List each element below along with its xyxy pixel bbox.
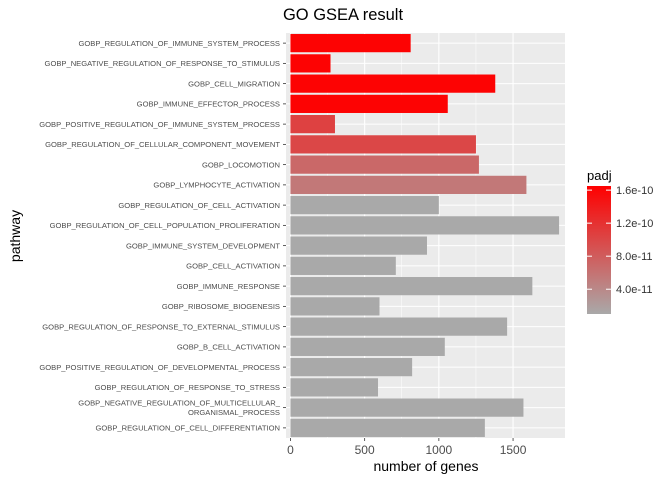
- y-tick-label: GOBP_REGULATION_OF_RESPONSE_TO_STRESS: [95, 383, 280, 392]
- bar: [290, 317, 508, 336]
- x-tick-label: 1000: [426, 443, 453, 457]
- bar: [290, 418, 485, 437]
- legend-tick-label: 1.2e-10: [616, 218, 653, 230]
- bar: [290, 94, 448, 113]
- y-tick-label: GOBP_IMMUNE_SYSTEM_DEVELOPMENT: [126, 241, 280, 250]
- bar: [290, 155, 479, 174]
- x-axis-title: number of genes: [373, 458, 478, 474]
- y-tick-label: GOBP_NEGATIVE_REGULATION_OF_MULTICELLULA…: [78, 399, 280, 418]
- bar: [290, 74, 496, 93]
- bar: [290, 236, 427, 255]
- bar: [290, 175, 527, 194]
- bar: [290, 378, 379, 397]
- bar: [290, 358, 413, 377]
- legend-ticks: 1.6e-10 1.2e-10 8.0e-11 4.0e-11: [587, 185, 653, 296]
- y-tick-labels: GOBP_REGULATION_OF_IMMUNE_SYSTEM_PROCESS…: [39, 39, 286, 433]
- y-tick-label: GOBP_REGULATION_OF_CELL_ACTIVATION: [118, 201, 280, 210]
- x-tick-label: 500: [355, 443, 375, 457]
- bar: [290, 196, 439, 215]
- y-tick-label: GOBP_REGULATION_OF_RESPONSE_TO_EXTERNAL_…: [42, 322, 280, 331]
- bar: [290, 297, 380, 316]
- legend-tick-label: 4.0e-11: [616, 284, 653, 296]
- y-tick-label: GOBP_REGULATION_OF_CELLULAR_COMPONENT_MO…: [45, 140, 280, 149]
- y-tick-label: GOBP_CELL_ACTIVATION: [186, 262, 280, 271]
- legend-tick-label: 8.0e-11: [616, 251, 653, 263]
- y-tick-label: GOBP_IMMUNE_RESPONSE: [177, 282, 280, 291]
- bar: [290, 115, 335, 134]
- legend-title: padj: [587, 168, 612, 183]
- legend: padj 1.6e-10 1.2e-10 8.0e-11 4.0e-11: [587, 168, 653, 314]
- y-tick-label: GOBP_LYMPHOCYTE_ACTIVATION: [153, 181, 280, 190]
- bar: [290, 34, 411, 53]
- y-tick-label: GOBP_B_CELL_ACTIVATION: [177, 343, 280, 352]
- y-tick-label: GOBP_REGULATION_OF_CELL_DIFFERENTIATION: [95, 424, 280, 433]
- bar: [290, 135, 476, 154]
- bar: [290, 54, 331, 73]
- y-tick-label: GOBP_CELL_MIGRATION: [188, 79, 280, 88]
- legend-colorbar: [587, 186, 611, 314]
- y-tick-label: GOBP_RIBOSOME_BIOGENESIS: [162, 302, 280, 311]
- x-tick-label: 0: [287, 443, 294, 457]
- chart-title: GO GSEA result: [283, 6, 404, 24]
- x-tick-labels: 0 500 1000 1500: [287, 438, 527, 457]
- bar: [290, 277, 533, 296]
- y-tick-label: GOBP_REGULATION_OF_IMMUNE_SYSTEM_PROCESS: [78, 39, 280, 48]
- bar: [290, 398, 524, 417]
- bars: [290, 34, 560, 437]
- y-axis-title: pathway: [7, 210, 23, 262]
- y-tick-label: GOBP_IMMUNE_EFFECTOR_PROCESS: [137, 100, 280, 109]
- bar: [290, 256, 396, 275]
- y-tick-label: GOBP_POSITIVE_REGULATION_OF_DEVELOPMENTA…: [39, 363, 280, 372]
- panel-background: [286, 33, 565, 438]
- bar: [290, 216, 560, 235]
- y-tick-label: GOBP_POSITIVE_REGULATION_OF_IMMUNE_SYSTE…: [39, 120, 280, 129]
- y-tick-label: GOBP_REGULATION_OF_CELL_POPULATION_PROLI…: [50, 221, 280, 230]
- y-tick-label: GOBP_LOCOMOTION: [202, 160, 280, 169]
- bar: [290, 337, 445, 356]
- x-tick-label: 1500: [500, 443, 527, 457]
- y-tick-label: GOBP_NEGATIVE_REGULATION_OF_RESPONSE_TO_…: [45, 59, 280, 68]
- legend-tick-label: 1.6e-10: [616, 185, 653, 197]
